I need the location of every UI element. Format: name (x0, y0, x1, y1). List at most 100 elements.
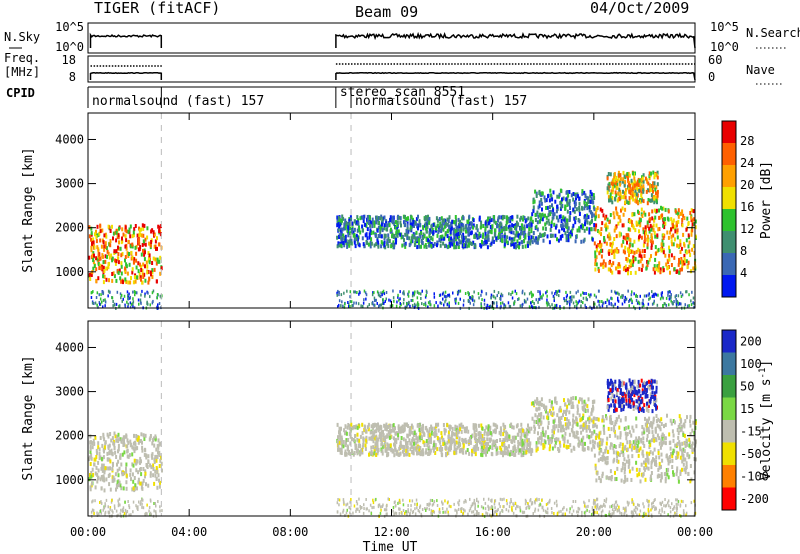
echo-cell (563, 439, 566, 444)
echo-cell (156, 485, 159, 490)
echo-cell (116, 480, 119, 485)
echo-cell (593, 293, 596, 297)
echo-cell (348, 243, 351, 248)
echo-cell (683, 243, 686, 248)
echo-cell (113, 446, 116, 450)
echo-cell (637, 440, 640, 445)
echo-cell (593, 227, 596, 232)
echo-cell (115, 455, 118, 459)
echo-cell (677, 431, 680, 436)
echo-cell (597, 268, 600, 273)
echo-cell (458, 438, 461, 443)
echo-cell (457, 227, 459, 232)
echo-cell (558, 421, 561, 426)
echo-cell (518, 428, 521, 433)
echo-cell (357, 218, 360, 223)
echo-cell (96, 479, 99, 484)
echo-cell (546, 234, 549, 239)
echo-cell (690, 269, 692, 274)
echo-cell (121, 236, 123, 241)
echo-cell (491, 236, 494, 241)
echo-cell (475, 428, 478, 433)
echo-cell (645, 294, 648, 298)
echo-cell (601, 415, 604, 420)
echo-cell (568, 215, 571, 220)
echo-cell (132, 233, 135, 238)
echo-cell (625, 199, 628, 204)
echo-cell (642, 189, 645, 194)
echo-cell (444, 300, 446, 304)
echo-cell (138, 247, 141, 252)
echo-cell (598, 443, 601, 448)
echo-cell (375, 426, 378, 431)
echo-cell (407, 294, 410, 298)
echo-cell (599, 457, 602, 461)
echo-cell (575, 196, 577, 201)
echo-cell (384, 426, 387, 431)
echo-cell (587, 397, 590, 402)
echo-cell (157, 450, 159, 455)
echo-cell (672, 433, 675, 438)
echo-cell (530, 301, 532, 305)
echo-cell (125, 466, 127, 471)
echo-cell (573, 295, 575, 299)
echo-cell (662, 250, 665, 255)
echo-cell (382, 290, 384, 294)
echo-cell (445, 222, 447, 227)
echo-cell (693, 436, 696, 441)
echo-cell (620, 195, 623, 200)
echo-cell (415, 432, 418, 437)
echo-cell (102, 254, 104, 259)
echo-cell (564, 402, 567, 407)
echo-cell (551, 203, 553, 208)
echo-cell (141, 223, 144, 228)
echo-cell (130, 250, 133, 255)
echo-cell (144, 469, 147, 474)
echo-cell (688, 437, 691, 442)
echo-cell (651, 216, 654, 221)
echo-cell (613, 215, 616, 220)
echo-cell (439, 243, 442, 248)
echo-cell (138, 439, 141, 444)
echo-cell (151, 441, 154, 446)
echo-cell (360, 304, 362, 308)
echo-cell (592, 443, 595, 448)
echo-cell (380, 430, 383, 435)
echo-cell (601, 300, 603, 303)
echo-cell (626, 440, 629, 445)
echo-cell (681, 267, 683, 272)
echo-cell (492, 429, 495, 434)
echo-cell (580, 293, 582, 297)
echo-cell (527, 423, 529, 428)
echo-cell (496, 294, 498, 298)
echo-cell (589, 189, 592, 194)
echo-cell (159, 458, 162, 463)
echo-cell (444, 442, 447, 447)
echo-cell (120, 271, 123, 276)
echo-cell (566, 222, 569, 227)
echo-cell (535, 444, 538, 449)
echo-cell (432, 446, 435, 451)
echo-cell (458, 442, 461, 447)
echo-cell (337, 227, 340, 232)
echo-cell (128, 292, 130, 296)
echo-cell (122, 438, 125, 443)
echo-cell (612, 304, 615, 308)
echo-cell (435, 216, 438, 221)
echo-cell (113, 249, 116, 254)
echo-cell (452, 291, 454, 295)
echo-cell (614, 302, 616, 306)
echo-cell (454, 442, 457, 446)
echo-cell (597, 458, 600, 463)
echo-cell (517, 447, 520, 452)
echo-cell (477, 292, 480, 296)
echo-cell (665, 262, 668, 267)
echo-cell (497, 218, 499, 223)
echo-cell (626, 235, 629, 240)
echo-cell (584, 193, 587, 198)
echo-cell (376, 451, 379, 456)
echo-cell (462, 444, 465, 449)
echo-cell (90, 296, 93, 299)
echo-cell (694, 457, 697, 462)
echo-cell (417, 305, 419, 309)
